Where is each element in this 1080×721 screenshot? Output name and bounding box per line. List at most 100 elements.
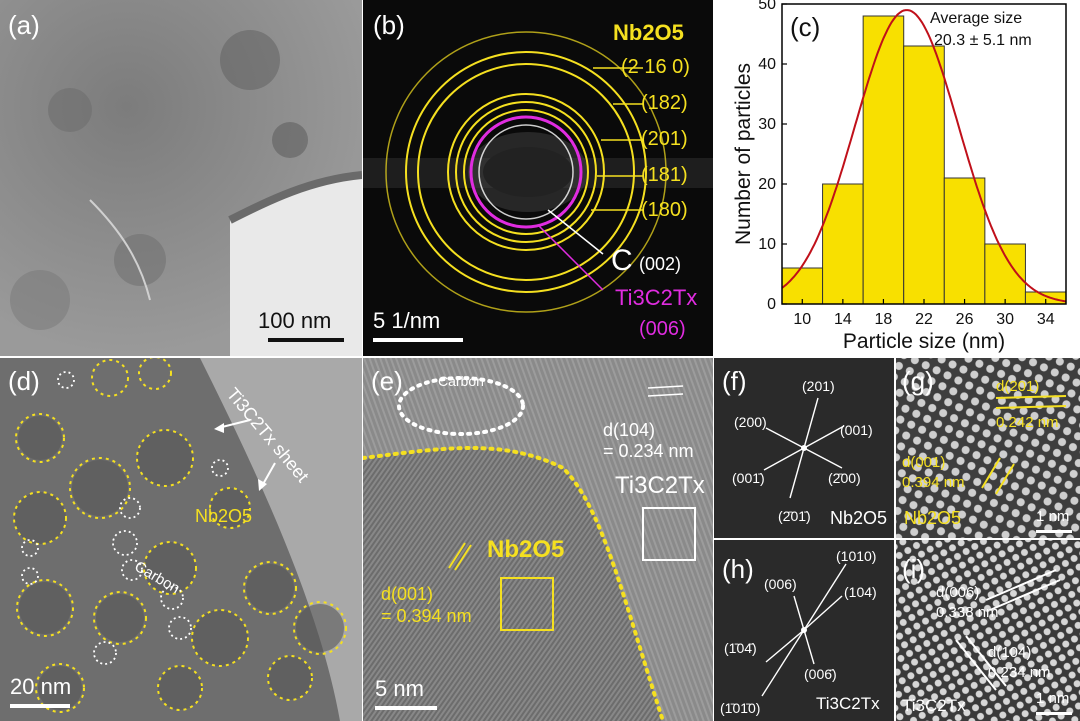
y-tick-label: 50 <box>758 0 776 13</box>
x-tick-label: 22 <box>915 311 933 328</box>
spot-h-6: (1̄01̄0) <box>720 700 761 716</box>
panel-e-scale-text: 5 nm <box>375 676 424 701</box>
spot-f-1: (201) <box>802 378 835 394</box>
panel-f-label: (f) <box>722 366 747 396</box>
spot-f-4: (001̄) <box>732 470 765 486</box>
ring-label-1: (2 16 0) <box>621 56 690 78</box>
y-tick-label: 30 <box>758 116 776 133</box>
d201-label: d(201) <box>996 378 1040 395</box>
lattice-g <box>896 358 1080 538</box>
panel-i-scale-bar <box>1036 712 1072 715</box>
panel-i-scale-text: 1 nm <box>1036 690 1070 707</box>
mxene-region-label: Ti3C2Tx <box>615 472 705 499</box>
y-tick-label: 0 <box>767 296 776 313</box>
y-tick-label: 40 <box>758 56 776 73</box>
panel-b-phase: Nb2O5 <box>613 20 684 45</box>
mxene-plane-label: (006) <box>639 318 686 340</box>
panel-g-label: (g) <box>902 366 934 396</box>
x-tick-label: 34 <box>1037 311 1055 328</box>
panel-c-label: (c) <box>790 12 821 42</box>
ring-label-5: (180) <box>641 199 688 221</box>
spot-f-3: (001) <box>840 422 873 438</box>
panel-d-scale-bar <box>10 704 70 708</box>
panel-e-scale-bar <box>375 706 437 710</box>
y-axis-label: Number of particles <box>732 63 755 245</box>
spot-f-2: (200) <box>734 414 767 430</box>
panel-b-scale-text: 5 1/nm <box>373 308 441 333</box>
spot-f-5: (2̄00) <box>828 470 861 486</box>
panel-g-phase: Nb2O5 <box>904 508 962 528</box>
d104-value: = 0.234 nm <box>603 441 694 461</box>
y-tick-label: 10 <box>758 236 776 253</box>
ring-label-2: (182) <box>641 92 688 114</box>
panel-f-fft: (f) (201) (200) (001) (001̄) (2̄00) (2̄0… <box>714 358 894 538</box>
fft-arrows-f <box>763 397 845 499</box>
panel-i-label: (i) <box>902 554 926 584</box>
panel-d-label: (d) <box>8 366 40 396</box>
d006-label: d(006) <box>936 584 980 601</box>
lattice-i <box>896 540 1080 721</box>
panel-h-label: (h) <box>722 554 754 584</box>
histogram-bar <box>943 177 986 305</box>
panel-d-hrtem: (d) Ti3C2Tx sheet Nb2O5 Carbon 20 nm <box>0 358 362 721</box>
histogram-bar <box>822 183 864 305</box>
panel-e-lattice <box>363 358 713 721</box>
panel-b-label: (b) <box>373 10 405 40</box>
panel-i-ifft: (i) d(006) 0.338 nm d(104) 0.234 nm Ti3C… <box>896 540 1080 721</box>
panel-b-saed-pattern: (b) Nb2O5 (2 16 0) (182) (201) (181) (18… <box>363 0 713 356</box>
d006-value: 0.338 nm <box>936 604 999 621</box>
panel-a-scale-text: 100 nm <box>258 308 332 333</box>
panel-a-scale-bar <box>268 338 344 342</box>
nb2o5-region-label: Nb2O5 <box>487 536 565 563</box>
histogram-chart: 10 14 18 22 26 30 34 0 10 20 30 40 50 Particle size (… <box>732 0 1067 353</box>
d001-g-value: 0.394 nm <box>902 474 965 491</box>
panel-c-histogram: 10 14 18 22 26 30 34 0 10 20 30 40 50 Particle size (… <box>714 0 1080 356</box>
panel-e-hrtem: (e) Carbon d(104) = 0.234 nm Ti3C2Tx Nb2… <box>363 358 713 721</box>
d001-label: d(001) <box>381 584 434 604</box>
panel-g-scale-text: 1 nm <box>1036 508 1070 525</box>
panel-a-tem-image: (a) 100 nm <box>0 0 362 356</box>
panel-h-fft: (h) (1010) (006) (104) (1̄04̄) (006̄) (1… <box>714 540 894 721</box>
d201-value: 0.242 nm <box>996 414 1059 431</box>
ring-label-3: (201) <box>641 128 688 150</box>
spot-h-3: (104) <box>844 584 877 600</box>
x-tick-label: 18 <box>875 311 893 328</box>
panel-i-phase: Ti3C2Tx <box>902 696 966 715</box>
d104-i-label: d(104) <box>988 644 1032 661</box>
carbon-region-label: Carbon <box>438 373 484 389</box>
spot-h-2: (006) <box>764 576 797 592</box>
d104-label: d(104) <box>603 420 656 440</box>
gaussian-fit-line <box>781 9 1067 303</box>
carbon-ring-label: C <box>611 244 633 277</box>
tem-texture-a <box>0 0 362 356</box>
d001-value: = 0.394 nm <box>381 606 472 626</box>
carbon-plane-label: (002) <box>639 254 682 274</box>
nb2o5-particle-label: Nb2O5 <box>195 506 253 526</box>
x-axis-label: Particle size (nm) <box>843 330 1005 353</box>
y-tick-label: 20 <box>758 176 776 193</box>
panel-h-phase: Ti3C2Tx <box>816 694 880 713</box>
histogram-bar <box>984 243 1026 305</box>
spot-f-6: (2̄01̄) <box>778 508 811 524</box>
panel-g-ifft: (g) d(201) 0.242 nm d(001) 0.394 nm Nb2O… <box>896 358 1080 538</box>
ring-label-4: (181) <box>641 164 688 186</box>
spot-h-1: (1010) <box>836 548 877 564</box>
histogram-bar <box>781 267 824 305</box>
histogram-bar <box>903 45 945 305</box>
fft-arrows-h <box>761 563 847 697</box>
spot-h-5: (006̄) <box>804 666 837 682</box>
panel-b-scale-bar <box>373 338 463 342</box>
histogram-bar <box>862 15 905 305</box>
x-tick-label: 30 <box>996 311 1014 328</box>
x-tick-label: 10 <box>793 311 811 328</box>
x-tick-label: 26 <box>956 311 974 328</box>
d104-i-value: 0.234 nm <box>988 664 1051 681</box>
panel-d-particles <box>13 358 362 721</box>
panel-e-label: (e) <box>371 366 403 396</box>
spot-h-4: (1̄04̄) <box>724 640 757 656</box>
x-tick-label: 14 <box>834 311 852 328</box>
average-size-value: 20.3 ± 5.1 nm <box>934 32 1032 49</box>
mxene-ring-label: Ti3C2Tx <box>615 285 698 310</box>
panel-f-phase: Nb2O5 <box>830 508 888 528</box>
average-size-title: Average size <box>930 10 1023 27</box>
